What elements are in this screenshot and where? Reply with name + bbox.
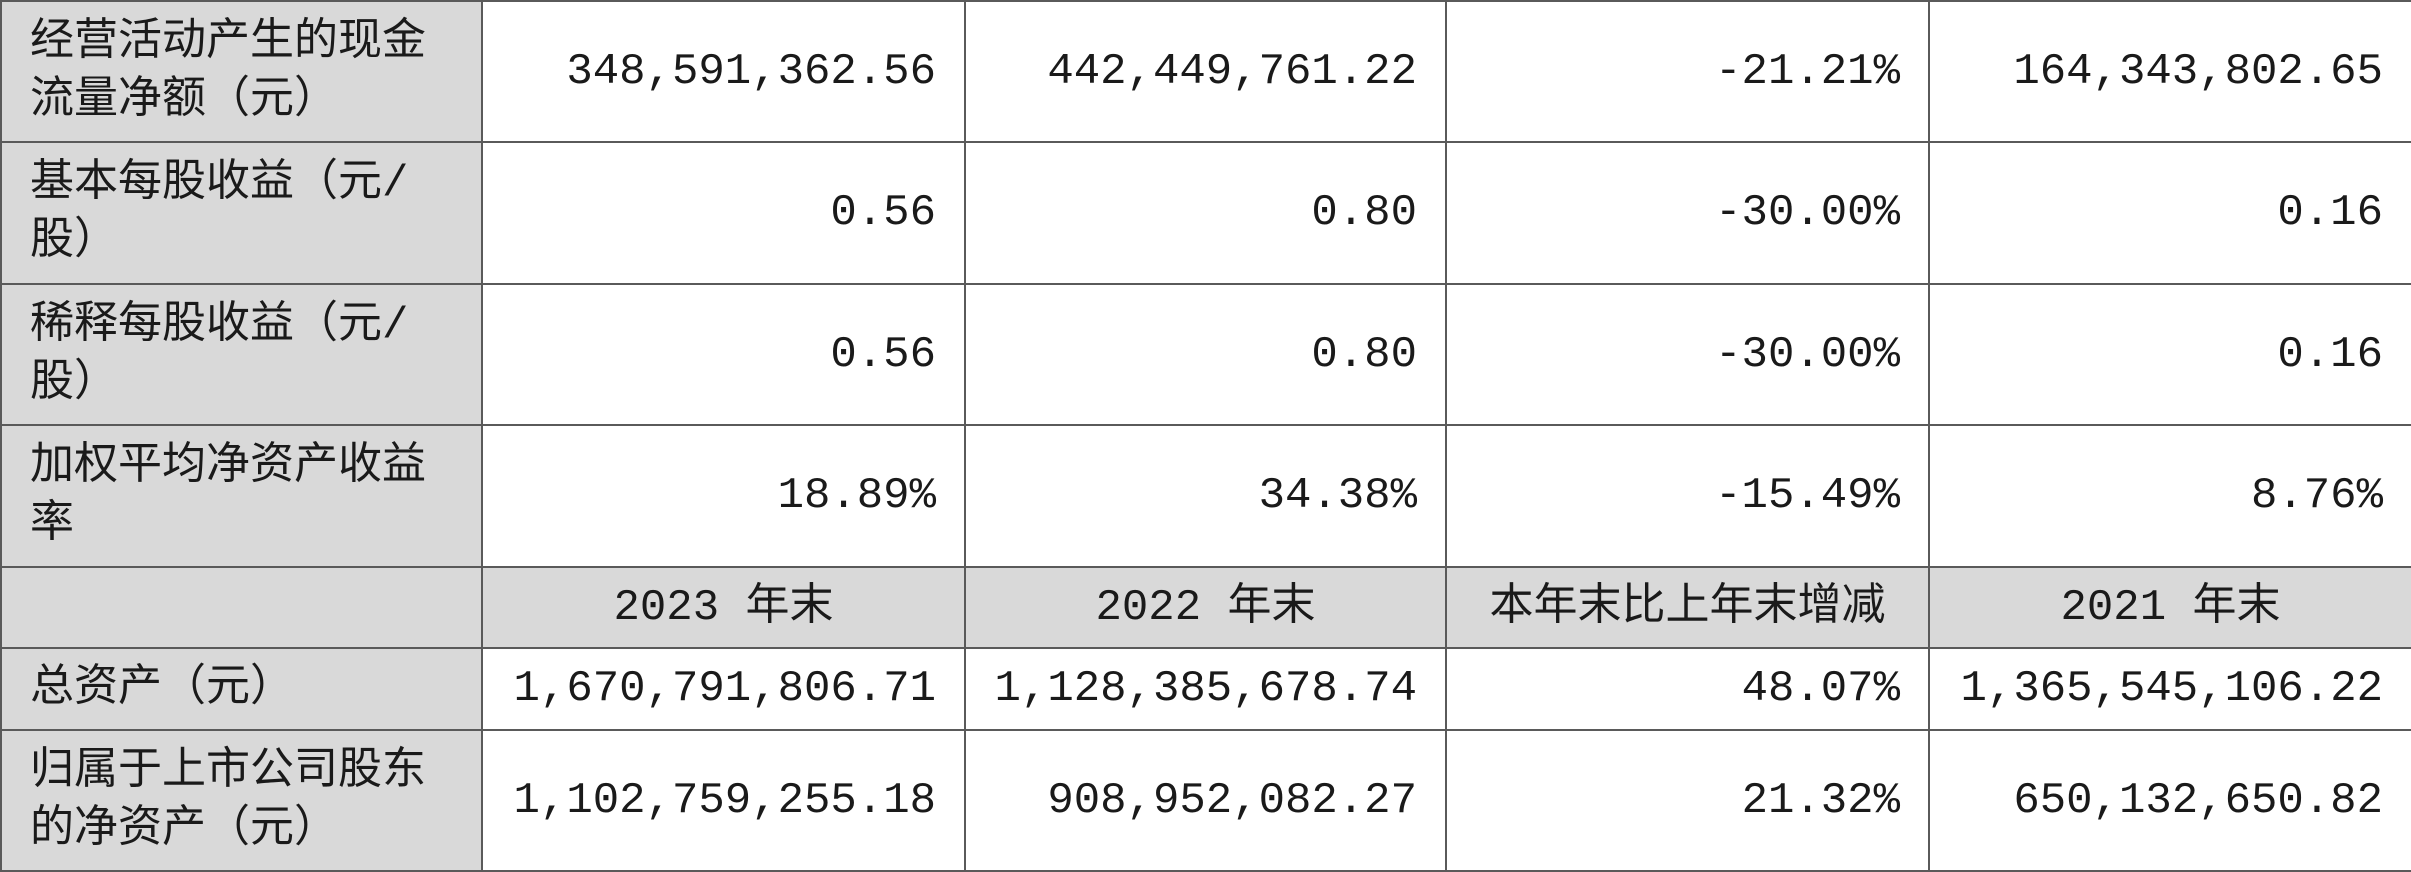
value-cell: 908,952,082.27 — [964, 729, 1447, 872]
value-cell: 21.32% — [1445, 729, 1930, 872]
row-label: 加权平均净资产收益率 — [0, 424, 483, 568]
value-cell: 1,365,545,106.22 — [1928, 647, 2411, 731]
row-label: 稀释每股收益（元/股） — [0, 283, 483, 426]
value-cell: 18.89% — [481, 424, 966, 568]
column-header: 2023 年末 — [481, 566, 966, 649]
table-row: 稀释每股收益（元/股） 0.56 0.80 -30.00% 0.16 — [0, 283, 2411, 426]
value-cell: 0.56 — [481, 141, 966, 285]
value-cell: 650,132,650.82 — [1928, 729, 2411, 872]
value-cell: 0.80 — [964, 283, 1447, 426]
row-label: 总资产（元） — [0, 647, 483, 731]
column-header: 本年末比上年末增减 — [1445, 566, 1930, 649]
value-cell: 48.07% — [1445, 647, 1930, 731]
value-cell: 0.80 — [964, 141, 1447, 285]
value-cell: 0.56 — [481, 283, 966, 426]
table-row: 2023 年末 2022 年末 本年末比上年末增减 2021 年末 — [0, 566, 2411, 649]
value-cell: -30.00% — [1445, 141, 1930, 285]
value-cell: -15.49% — [1445, 424, 1930, 568]
value-cell: 0.16 — [1928, 141, 2411, 285]
value-cell: 442,449,761.22 — [964, 0, 1447, 143]
table-row: 加权平均净资产收益率 18.89% 34.38% -15.49% 8.76% — [0, 424, 2411, 568]
table-row: 基本每股收益（元/股） 0.56 0.80 -30.00% 0.16 — [0, 141, 2411, 285]
value-cell: 1,128,385,678.74 — [964, 647, 1447, 731]
value-cell: 164,343,802.65 — [1928, 0, 2411, 143]
value-cell: -21.21% — [1445, 0, 1930, 143]
value-cell: 1,102,759,255.18 — [481, 729, 966, 872]
value-cell: 348,591,362.56 — [481, 0, 966, 143]
row-label: 经营活动产生的现金流量净额（元） — [0, 0, 483, 143]
table-row: 归属于上市公司股东的净资产（元） 1,102,759,255.18 908,952,… — [0, 729, 2411, 872]
column-header: 2022 年末 — [964, 566, 1447, 649]
value-cell: 34.38% — [964, 424, 1447, 568]
empty-cell — [0, 566, 483, 649]
table-row: 总资产（元） 1,670,791,806.71 1,128,385,678.74 48… — [0, 647, 2411, 731]
value-cell: 0.16 — [1928, 283, 2411, 426]
value-cell: 1,670,791,806.71 — [481, 647, 966, 731]
table-row: 经营活动产生的现金流量净额（元） 348,591,362.56 442,449,76… — [0, 0, 2411, 143]
row-label: 基本每股收益（元/股） — [0, 141, 483, 285]
value-cell: 8.76% — [1928, 424, 2411, 568]
row-label: 归属于上市公司股东的净资产（元） — [0, 729, 483, 872]
column-header: 2021 年末 — [1928, 566, 2411, 649]
value-cell: -30.00% — [1445, 283, 1930, 426]
